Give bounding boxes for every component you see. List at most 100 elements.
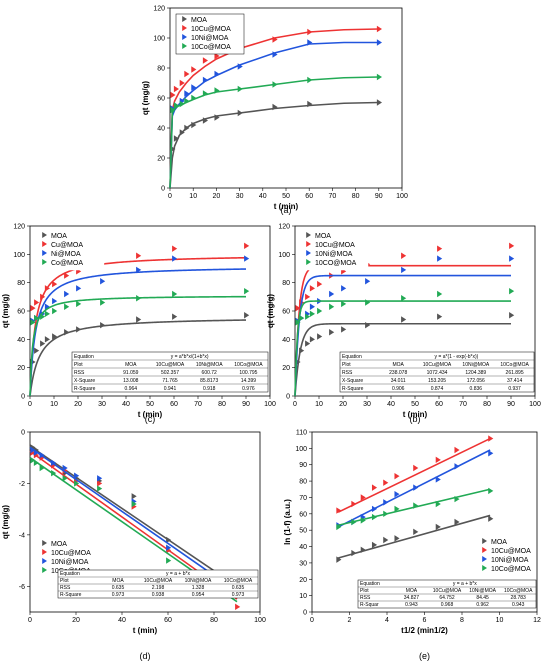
table-equation: y = a + b*x (166, 571, 190, 577)
legend-label: MOA (51, 541, 67, 548)
x-tick-label: 8 (460, 617, 464, 624)
data-point (295, 319, 301, 326)
data-point (401, 266, 407, 274)
x-tick-label: 10 (315, 401, 323, 408)
data-point (100, 321, 106, 329)
data-point (509, 312, 515, 319)
data-point (40, 313, 46, 320)
table-col-header: MOA (125, 362, 137, 368)
data-point (44, 336, 50, 343)
data-point (184, 97, 190, 105)
y-tick-label: 120 (278, 224, 290, 231)
x-tick-label: 50 (146, 401, 154, 408)
series-2 (169, 39, 382, 189)
data-point (34, 299, 40, 306)
data-point (435, 500, 441, 508)
data-point (52, 280, 58, 288)
x-tick-label: 80 (218, 401, 226, 408)
data-point (365, 321, 371, 329)
data-point (509, 255, 515, 262)
x-tick-label: 70 (194, 401, 202, 408)
x-tick-label: 100 (254, 617, 266, 624)
legend-box (35, 229, 105, 271)
data-point (299, 314, 305, 322)
table-cell: 0.635 (112, 585, 125, 591)
y-tick-label: 80 (299, 479, 307, 486)
legend-marker (42, 241, 47, 247)
data-point (309, 310, 315, 318)
table-cell: 261.895 (506, 370, 524, 376)
x-tick-label: 60 (170, 401, 178, 408)
fit-line (294, 274, 511, 397)
data-point (136, 295, 142, 302)
x-tick-label: 60 (305, 193, 313, 200)
table-cell: 0.968 (441, 602, 454, 608)
legend-marker (306, 241, 311, 247)
data-point (351, 500, 357, 508)
y-tick-label: 100 (295, 446, 307, 453)
data-point (76, 300, 82, 308)
data-point (64, 290, 70, 298)
fit-line (29, 256, 247, 397)
table-col-header: Plot (60, 578, 69, 584)
legend-marker (306, 232, 311, 238)
table-cell: 84.45 (476, 595, 489, 601)
table-equation-label: Equation (342, 354, 362, 360)
table-cell: 0.874 (431, 386, 444, 392)
data-point (191, 121, 197, 129)
x-axis-label: t (min) (274, 202, 299, 211)
data-point (136, 266, 142, 274)
table-equation: y = a + b*x (453, 581, 477, 587)
y-tick-label: 100 (13, 252, 25, 259)
data-point (34, 347, 40, 354)
data-point (307, 39, 313, 46)
table-cell: 0.943 (405, 602, 418, 608)
x-tick-label: 90 (375, 193, 383, 200)
table-cell: R-Square (342, 386, 364, 392)
x-tick-label: 2 (348, 617, 352, 624)
legend-label: 10Ni@MOA (191, 35, 229, 42)
panel-label: (d) (140, 651, 151, 661)
table-cell: 172.056 (467, 378, 485, 384)
data-point (166, 544, 172, 551)
table-cell: RSS (60, 585, 71, 591)
data-point (214, 52, 220, 60)
table-col-header: 10Cu@MOA (144, 578, 173, 584)
table-frame (71, 351, 269, 393)
fit-line (169, 76, 379, 189)
y-tick-label: 120 (153, 6, 165, 13)
data-point (437, 245, 443, 252)
legend-marker (42, 558, 47, 564)
data-point (170, 106, 176, 114)
table-col-header: 10Ni@MOA (185, 578, 212, 584)
data-point (166, 557, 172, 564)
data-point (100, 299, 106, 306)
x-tick-label: 80 (483, 401, 491, 408)
data-point (64, 272, 70, 279)
series-1 (336, 435, 494, 514)
y-tick-label: 50 (299, 528, 307, 535)
data-point (336, 507, 342, 514)
data-point (307, 76, 313, 84)
y-tick-label: 80 (282, 280, 290, 287)
series-2 (29, 255, 250, 397)
x-tick-label: 0 (310, 617, 314, 624)
data-point (454, 463, 460, 470)
data-point (97, 485, 103, 492)
data-point (305, 313, 311, 320)
legend-label: 10Ni@MOA (51, 559, 89, 566)
data-point (360, 494, 366, 501)
y-tick-label: 60 (282, 309, 290, 316)
data-point (136, 316, 142, 323)
data-point (351, 549, 357, 557)
table-cell: RSS (360, 595, 371, 601)
data-point (329, 329, 335, 336)
data-point (166, 536, 172, 544)
chart-panel-2: 0 10 20 30 40 50 60 70 80 90 100 0 20 40 60 80 100 120 t (… (266, 224, 541, 425)
x-tick-label: 0 (168, 193, 172, 200)
legend-label: 10Co@MOA (491, 566, 531, 573)
x-tick-label: 12 (533, 617, 541, 624)
legend-marker (42, 250, 47, 256)
table-cell: 153.205 (428, 378, 446, 384)
data-point (244, 312, 250, 319)
